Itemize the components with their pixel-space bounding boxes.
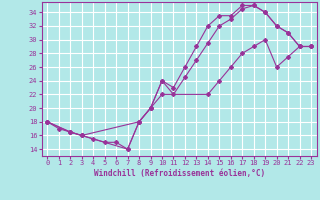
X-axis label: Windchill (Refroidissement éolien,°C): Windchill (Refroidissement éolien,°C): [94, 169, 265, 178]
